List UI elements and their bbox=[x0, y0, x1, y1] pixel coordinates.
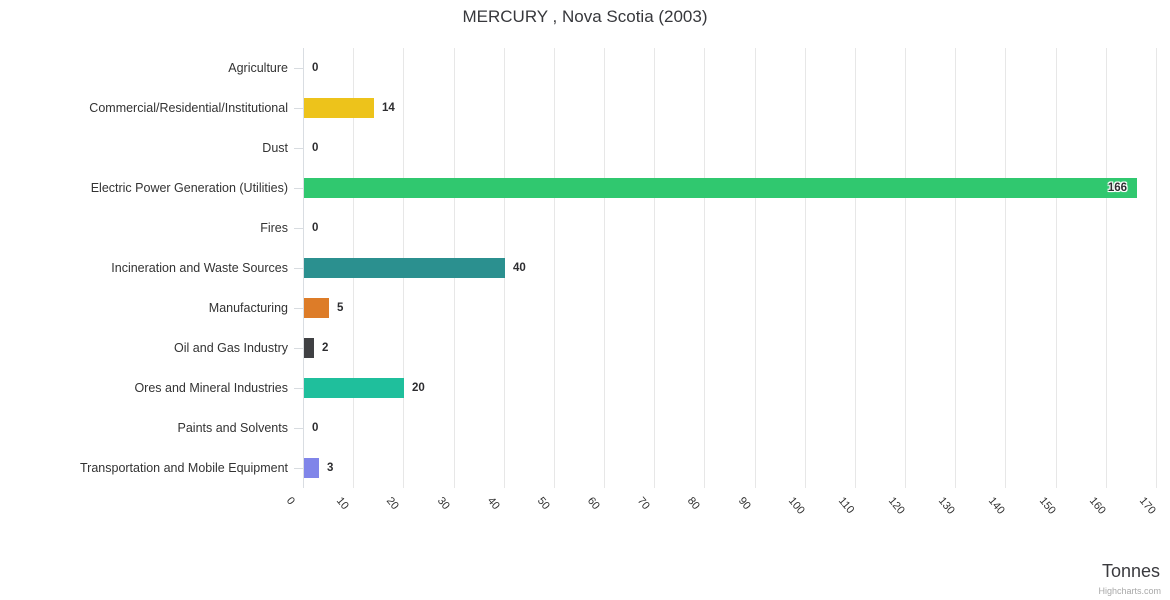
gridline bbox=[654, 48, 655, 488]
value-axis-tick-label: 20 bbox=[383, 495, 401, 513]
bar[interactable] bbox=[304, 378, 404, 398]
value-axis-tick-label: 10 bbox=[333, 495, 351, 513]
data-label: 0 bbox=[312, 142, 319, 154]
bar[interactable] bbox=[304, 458, 319, 478]
value-axis-tick-label: 30 bbox=[434, 495, 452, 513]
highcharts-credits-link[interactable]: Highcharts.com bbox=[1098, 586, 1161, 596]
category-label: Agriculture bbox=[228, 61, 288, 75]
value-axis-tick-label: 80 bbox=[684, 495, 702, 513]
category-axis-line bbox=[303, 48, 304, 488]
gridline bbox=[604, 48, 605, 488]
value-axis-labels: 0 10 20 30 40 50 60 70 80 90 100 110 120 130 140 150 160… bbox=[284, 488, 1170, 548]
data-label: 166 bbox=[1107, 182, 1127, 194]
value-axis-tick-label: 130 bbox=[935, 495, 957, 517]
value-axis-tick-label: 70 bbox=[634, 495, 652, 513]
value-axis-tick-label: 100 bbox=[785, 495, 807, 517]
data-label: 2 bbox=[322, 342, 329, 354]
category-label: Oil and Gas Industry bbox=[174, 341, 288, 355]
category-tick-mark bbox=[294, 228, 303, 229]
bar[interactable] bbox=[304, 258, 505, 278]
plot-area: 0 14 0 166 0 40 5 2 20 0 3 bbox=[303, 48, 1157, 488]
data-label: 5 bbox=[337, 302, 344, 314]
value-axis-tick-label: 110 bbox=[835, 495, 857, 517]
value-axis-title: Tonnes bbox=[1101, 561, 1160, 581]
chart-title: MERCURY , Nova Scotia (2003) bbox=[462, 7, 708, 26]
category-label: Commercial/Residential/Institutional bbox=[89, 101, 288, 115]
category-tick-mark bbox=[294, 148, 303, 149]
data-label: 14 bbox=[382, 102, 395, 114]
category-tick-mark bbox=[294, 268, 303, 269]
gridline bbox=[905, 48, 906, 488]
value-axis-tick-label: 90 bbox=[735, 495, 753, 513]
category-tick-mark bbox=[294, 428, 303, 429]
category-axis: Agriculture Commercial/Residential/Instit… bbox=[0, 48, 288, 488]
gridline bbox=[704, 48, 705, 488]
gridline bbox=[755, 48, 756, 488]
category-label: Paints and Solvents bbox=[177, 421, 289, 435]
gridline bbox=[1156, 48, 1157, 488]
bar[interactable] bbox=[304, 178, 1137, 198]
value-axis-tick-label: 140 bbox=[985, 495, 1007, 517]
data-label: 40 bbox=[513, 262, 526, 274]
category-label: Electric Power Generation (Utilities) bbox=[90, 181, 288, 195]
bar[interactable] bbox=[304, 338, 314, 358]
value-axis-tick-label: 40 bbox=[484, 495, 502, 513]
gridline bbox=[1056, 48, 1057, 488]
value-axis-tick-label: 150 bbox=[1036, 495, 1058, 517]
category-tick-mark bbox=[294, 348, 303, 349]
category-label: Incineration and Waste Sources bbox=[111, 261, 288, 275]
category-label: Transportation and Mobile Equipment bbox=[80, 461, 288, 475]
data-label: 20 bbox=[412, 382, 425, 394]
data-label: 0 bbox=[312, 222, 319, 234]
gridline bbox=[855, 48, 856, 488]
category-label: Manufacturing bbox=[208, 301, 288, 315]
category-tick-marks bbox=[294, 48, 303, 488]
category-tick-mark bbox=[294, 188, 303, 189]
value-axis-tick-label: 120 bbox=[885, 495, 907, 517]
category-label: Ores and Mineral Industries bbox=[134, 381, 288, 395]
category-label: Fires bbox=[260, 221, 288, 235]
category-tick-mark bbox=[294, 308, 303, 309]
bar[interactable] bbox=[304, 298, 329, 318]
gridline bbox=[554, 48, 555, 488]
value-axis-tick-label: 50 bbox=[534, 495, 552, 513]
gridline bbox=[1106, 48, 1107, 488]
data-label: 0 bbox=[312, 422, 319, 434]
value-axis-tick-label: 60 bbox=[584, 495, 602, 513]
gridline bbox=[805, 48, 806, 488]
category-tick-mark bbox=[294, 108, 303, 109]
value-axis-tick-label: 170 bbox=[1136, 495, 1158, 517]
gridline bbox=[1005, 48, 1006, 488]
category-tick-mark bbox=[294, 68, 303, 69]
value-axis-tick-label: 0 bbox=[283, 495, 297, 508]
bar[interactable] bbox=[304, 98, 374, 118]
category-tick-mark bbox=[294, 468, 303, 469]
category-tick-mark bbox=[294, 388, 303, 389]
category-label: Dust bbox=[262, 141, 288, 155]
data-label: 3 bbox=[327, 462, 334, 474]
gridline bbox=[955, 48, 956, 488]
value-axis-tick-label: 160 bbox=[1086, 495, 1108, 517]
data-label: 0 bbox=[312, 62, 319, 74]
